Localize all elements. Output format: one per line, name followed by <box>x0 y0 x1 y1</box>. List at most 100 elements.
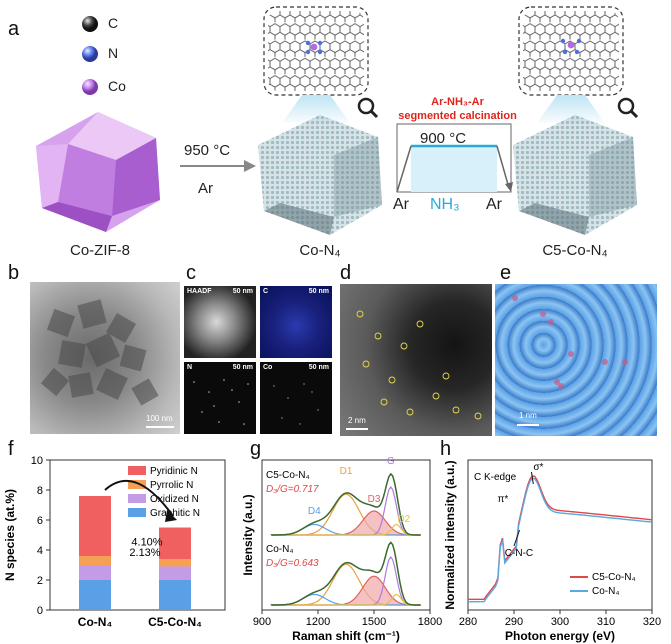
chart-g-ratio: D₃/G=0.717 <box>266 484 319 495</box>
panel-d-circles <box>346 310 482 430</box>
chart-f-annotation: 2.13% <box>129 547 160 559</box>
panel-c-eds-grid: HAADF 50 nm C 50 nm N 50 nm Co 50 nm <box>184 286 332 434</box>
chart-f-bars: 0 2 4 6 8 10 N species (at.%) Co-N₄ C5-Co-N₄ Pyri… <box>3 455 226 629</box>
caption-c5-co-n4: C5-Co-N₄ <box>542 242 608 259</box>
panel-d-scale: 2 nm <box>348 416 366 425</box>
atom-legend-n: N <box>108 45 119 61</box>
panel-label-g: g <box>250 438 262 460</box>
chart-h-xas: 280 290 300 310 320 Photon energy (eV) Normali… <box>443 459 661 643</box>
calcination-left-gas: Ar <box>393 196 409 213</box>
panel-label-c: c <box>186 262 196 284</box>
chart-f-legend-swatch <box>128 480 146 489</box>
chart-f-bar <box>159 527 191 559</box>
calcination-mid-gas: NH₃ <box>430 196 460 213</box>
chart-h-xlabel: Photon energy (eV) <box>505 629 615 643</box>
chart-f-legend-swatch <box>128 508 146 517</box>
panel-label-f: f <box>8 438 14 460</box>
chart-f-ytick-label: 0 <box>37 605 43 617</box>
panel-label-a: a <box>8 18 20 40</box>
chart-f-xtick-label: Co-N₄ <box>78 615 113 629</box>
eds-tile-co: Co 50 nm <box>260 362 332 434</box>
carbon-atom-icon <box>82 16 98 32</box>
chart-f-legend-swatch <box>128 466 146 475</box>
atom-legend-c: C <box>108 15 119 31</box>
atom-legend-co: Co <box>108 78 126 94</box>
chart-f-legend-label: Oxidized N <box>150 494 199 505</box>
calcination-title-1: Ar-NH₃-Ar <box>431 96 484 108</box>
chart-h-legend-label: Co-N₄ <box>592 586 619 597</box>
chart-g-series-label: Co-N₄ <box>266 544 293 555</box>
eds-tile-n: N 50 nm <box>184 362 256 434</box>
magnifier-icon <box>357 97 379 119</box>
calcination-temp: 900 °C <box>420 130 467 147</box>
panel-b-particles <box>40 299 174 428</box>
chart-g-xtick-label: 1500 <box>362 616 386 628</box>
chart-f-arrow <box>104 480 174 517</box>
chart-f-bar <box>79 556 111 565</box>
eds-tile-co-dots <box>273 383 319 425</box>
chart-h-annotation-sigma: σ* <box>533 462 543 473</box>
calcination-title-2: segmented calcination <box>398 110 517 122</box>
chart-g-d3-fill <box>271 576 421 605</box>
chart-h-xtick-label: 320 <box>643 616 661 628</box>
chart-f-bar <box>159 566 191 580</box>
chart-f-ylabel: N species (at.%) <box>3 489 17 581</box>
chart-g-xtick-label: 1800 <box>418 616 442 628</box>
chart-g-peak-label: G <box>387 456 395 467</box>
chart-h-annotation-arrow <box>513 529 520 547</box>
chart-g-raman: 900 1200 1500 1800 Raman shift (cm⁻¹) Intensi… <box>241 456 442 643</box>
chart-g-envelope <box>270 541 421 606</box>
chart-f-ytick-label: 4 <box>37 545 43 557</box>
con4-illustration <box>258 6 382 235</box>
chart-h-ylabel: Normalized intensity (a.u.) <box>443 460 457 609</box>
chart-f-ytick-label: 2 <box>37 575 43 587</box>
calcination-profile <box>396 123 513 193</box>
chart-g-peak-label: D4 <box>308 506 321 517</box>
chart-f-bar <box>159 580 191 610</box>
chart-h-xtick-label: 280 <box>459 616 477 628</box>
panel-b-tem-image: 100 nm <box>30 282 180 434</box>
chart-f-ytick-label: 8 <box>37 485 43 497</box>
panel-e-filtered-image: 1 nm <box>495 284 657 436</box>
c5-con4-illustration <box>513 6 637 235</box>
chart-f-arrowhead <box>165 510 177 522</box>
chart-g-peak-d2 <box>271 593 421 606</box>
chart-h-series-con4 <box>468 477 653 603</box>
panel-label-d: d <box>340 262 352 284</box>
chart-g-ylabel: Intensity (a.u.) <box>241 494 255 575</box>
chart-f-frame <box>49 459 226 611</box>
chart-g-xlabel: Raman shift (cm⁻¹) <box>292 629 400 643</box>
chart-h-title: C K-edge <box>474 472 517 483</box>
chart-f-bar <box>79 580 111 610</box>
chart-h-annotation-arrow <box>530 471 534 485</box>
chart-f-legend-swatch <box>128 494 146 503</box>
eds-tile-haadf: HAADF 50 nm <box>184 286 256 358</box>
eds-tile-c: C 50 nm <box>260 286 332 358</box>
caption-co-n4: Co-N₄ <box>299 242 341 259</box>
chart-g-xtick-label: 900 <box>253 616 271 628</box>
chart-f-ytick-label: 6 <box>37 515 43 527</box>
chart-g-envelope <box>270 472 421 536</box>
chart-g-ratio: D₃/G=0.643 <box>266 558 319 569</box>
chart-f-annotation: 4.10% <box>131 537 162 549</box>
chart-g-peak-d3 <box>271 575 421 606</box>
cobalt-atom-icon <box>82 79 98 95</box>
eds-tile-n-dots <box>193 379 249 425</box>
chart-f-legend-label: Pyridinic N <box>150 466 198 477</box>
arrow-gas-label: Ar <box>198 180 213 197</box>
chart-f-bar <box>159 559 191 567</box>
arrow-temp-label: 950 °C <box>184 142 231 159</box>
chart-f-xtick-label: C5-Co-N₄ <box>148 615 202 629</box>
panel-b-scale: 100 nm <box>146 414 173 423</box>
panel-e-scale: 1 nm <box>519 411 537 420</box>
arrow-950 <box>180 160 256 172</box>
magnifier-icon-2 <box>617 97 639 119</box>
chart-g-d3-fill <box>271 511 421 535</box>
chart-g-frame <box>261 459 431 611</box>
nitrogen-atom-icon <box>82 46 98 62</box>
panel-e-spots <box>512 295 628 426</box>
panel-d-haadf-image: 2 nm <box>340 284 492 436</box>
panel-label-e: e <box>500 262 512 284</box>
calcination-right-gas: Ar <box>486 196 502 213</box>
chart-h-xtick-label: 290 <box>505 616 523 628</box>
